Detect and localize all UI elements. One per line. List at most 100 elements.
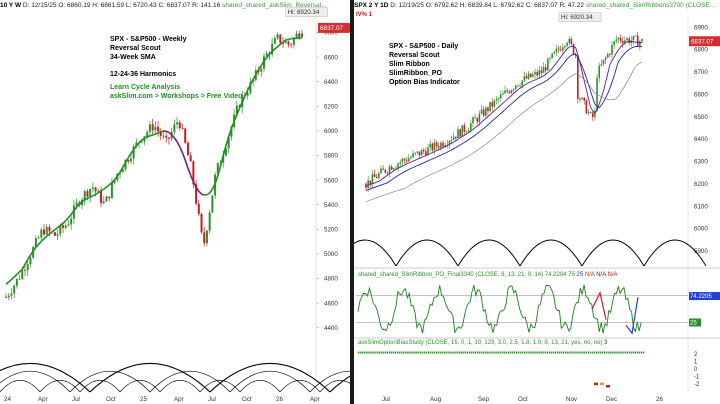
bias-bar xyxy=(522,351,524,354)
date-value: D: 12/19/25 xyxy=(390,2,424,9)
daily-candle-body xyxy=(470,123,472,130)
osc-value-75: 75 xyxy=(568,272,575,278)
bias-bar xyxy=(542,351,544,354)
weekly-candle-body xyxy=(281,42,284,44)
bias-axis-label: -2 xyxy=(694,382,700,388)
bias-bar xyxy=(548,351,551,354)
bias-bar xyxy=(552,351,555,354)
harmonic-arc xyxy=(209,363,331,393)
harmonic-arc xyxy=(69,371,151,393)
daily-candle-body xyxy=(624,40,626,44)
weekly-candle-body xyxy=(102,201,105,204)
daily-candle-body xyxy=(589,112,592,113)
daily-candle-body xyxy=(480,109,483,114)
bias-bar xyxy=(421,351,423,354)
daily-candle-body xyxy=(613,41,615,45)
last-price-label: 6837.07 xyxy=(691,39,714,46)
sma-segment xyxy=(268,50,273,55)
bias-bar xyxy=(532,351,534,354)
weekly-candle-body xyxy=(219,162,222,164)
daily-candle-body xyxy=(615,39,618,42)
weekly-candle-body xyxy=(59,225,62,235)
bias-bar xyxy=(599,351,602,354)
bias-bar xyxy=(585,351,587,354)
bias-bar xyxy=(382,351,384,354)
daily-candle-body xyxy=(641,38,643,42)
weekly-candle-body xyxy=(230,126,233,137)
sma-segment xyxy=(70,210,75,215)
weekly-candle-body xyxy=(222,155,225,163)
study-label[interactable]: shared_shared_askSlim_Reversal... xyxy=(222,2,327,9)
price-tick-label: 5800 xyxy=(324,153,338,160)
price-tick-label: 6700 xyxy=(694,69,708,76)
weekly-candle-body xyxy=(208,212,211,231)
bias-bar xyxy=(626,351,628,354)
bias-bar xyxy=(489,351,491,354)
weekly-candle-body xyxy=(64,225,67,228)
bias-bar xyxy=(446,351,448,354)
bias-bar xyxy=(470,351,473,354)
weekly-candle-body xyxy=(70,218,73,225)
study-label[interactable]: shared_shared_SlimRibbons3700 (CLOSE... xyxy=(585,2,716,9)
promo-line-2: askSlim.com > Workshops > Free Video xyxy=(110,93,243,100)
daily-candle-body xyxy=(564,45,566,48)
daily-candle-body xyxy=(497,98,500,100)
time-tick-label: Nov xyxy=(566,396,578,403)
weekly-candle-body xyxy=(5,296,7,298)
time-tick-label: Jul xyxy=(382,396,390,403)
daily-candle-body xyxy=(493,100,496,107)
bias-bar xyxy=(429,351,432,354)
sma-segment xyxy=(246,84,252,91)
sma-segment xyxy=(10,276,15,281)
price-tick-label: 5400 xyxy=(324,202,338,209)
time-tick-label: Apr xyxy=(310,396,320,403)
weekly-candle-body xyxy=(165,135,168,138)
weekly-candle-body xyxy=(45,226,48,235)
sma-segment xyxy=(76,203,80,208)
daily-candle-body xyxy=(416,151,419,153)
weekly-candle-body xyxy=(290,44,293,46)
cycle-arc xyxy=(354,239,397,267)
price-tick-label: 6400 xyxy=(324,79,338,86)
sma-segment xyxy=(165,130,170,134)
bias-bar xyxy=(632,351,635,354)
bias-bar xyxy=(474,351,477,354)
daily-candle-body xyxy=(420,149,423,156)
bias-bar xyxy=(431,351,434,354)
weekly-candle-body xyxy=(216,163,219,175)
weekly-candle-body xyxy=(48,226,51,232)
sma-segment xyxy=(127,153,132,159)
daily-candle-body xyxy=(455,136,457,139)
bias-bar xyxy=(495,351,497,354)
price-tick-label: 6900 xyxy=(694,24,708,31)
price-tick-label: 6200 xyxy=(694,181,708,188)
sma-segment xyxy=(84,197,88,201)
last-price-label: 6837.07 xyxy=(320,25,344,32)
daily-candle-body xyxy=(463,125,466,132)
daily-candle-body xyxy=(380,168,382,174)
oscillator-red-segment xyxy=(591,291,607,320)
price-tick-label: 6600 xyxy=(694,91,708,98)
date-value: D: 12/15/25 xyxy=(22,2,57,9)
sma-segment xyxy=(195,186,200,192)
weekly-candle-body xyxy=(72,205,75,219)
sma-segment xyxy=(57,224,61,229)
sma-segment xyxy=(5,281,10,285)
weekly-candle-body xyxy=(56,234,59,236)
bias-bar xyxy=(511,351,514,354)
daily-chart-panel[interactable]: SPX 2 Y 1D D: 12/19/25 O: 6792.62 H: 683… xyxy=(354,0,720,404)
weekly-candle-body xyxy=(86,191,89,197)
weekly-chart-panel[interactable]: 10 Y W D: 12/15/25 O: 6860.19 H: 6861.59… xyxy=(0,0,350,404)
daily-candle-body xyxy=(378,173,380,179)
sma-segment xyxy=(274,46,279,50)
harmonic-arc xyxy=(39,380,81,393)
sma-segment xyxy=(152,133,156,136)
bias-value: 3 xyxy=(604,340,608,346)
weekly-candle-body xyxy=(287,41,290,45)
bias-bar xyxy=(478,351,481,354)
sma-segment xyxy=(103,186,107,190)
weekly-candle-body xyxy=(146,132,149,137)
panel-divider[interactable] xyxy=(350,0,354,404)
sma-segment xyxy=(100,188,105,192)
harmonic-arc xyxy=(149,371,231,393)
